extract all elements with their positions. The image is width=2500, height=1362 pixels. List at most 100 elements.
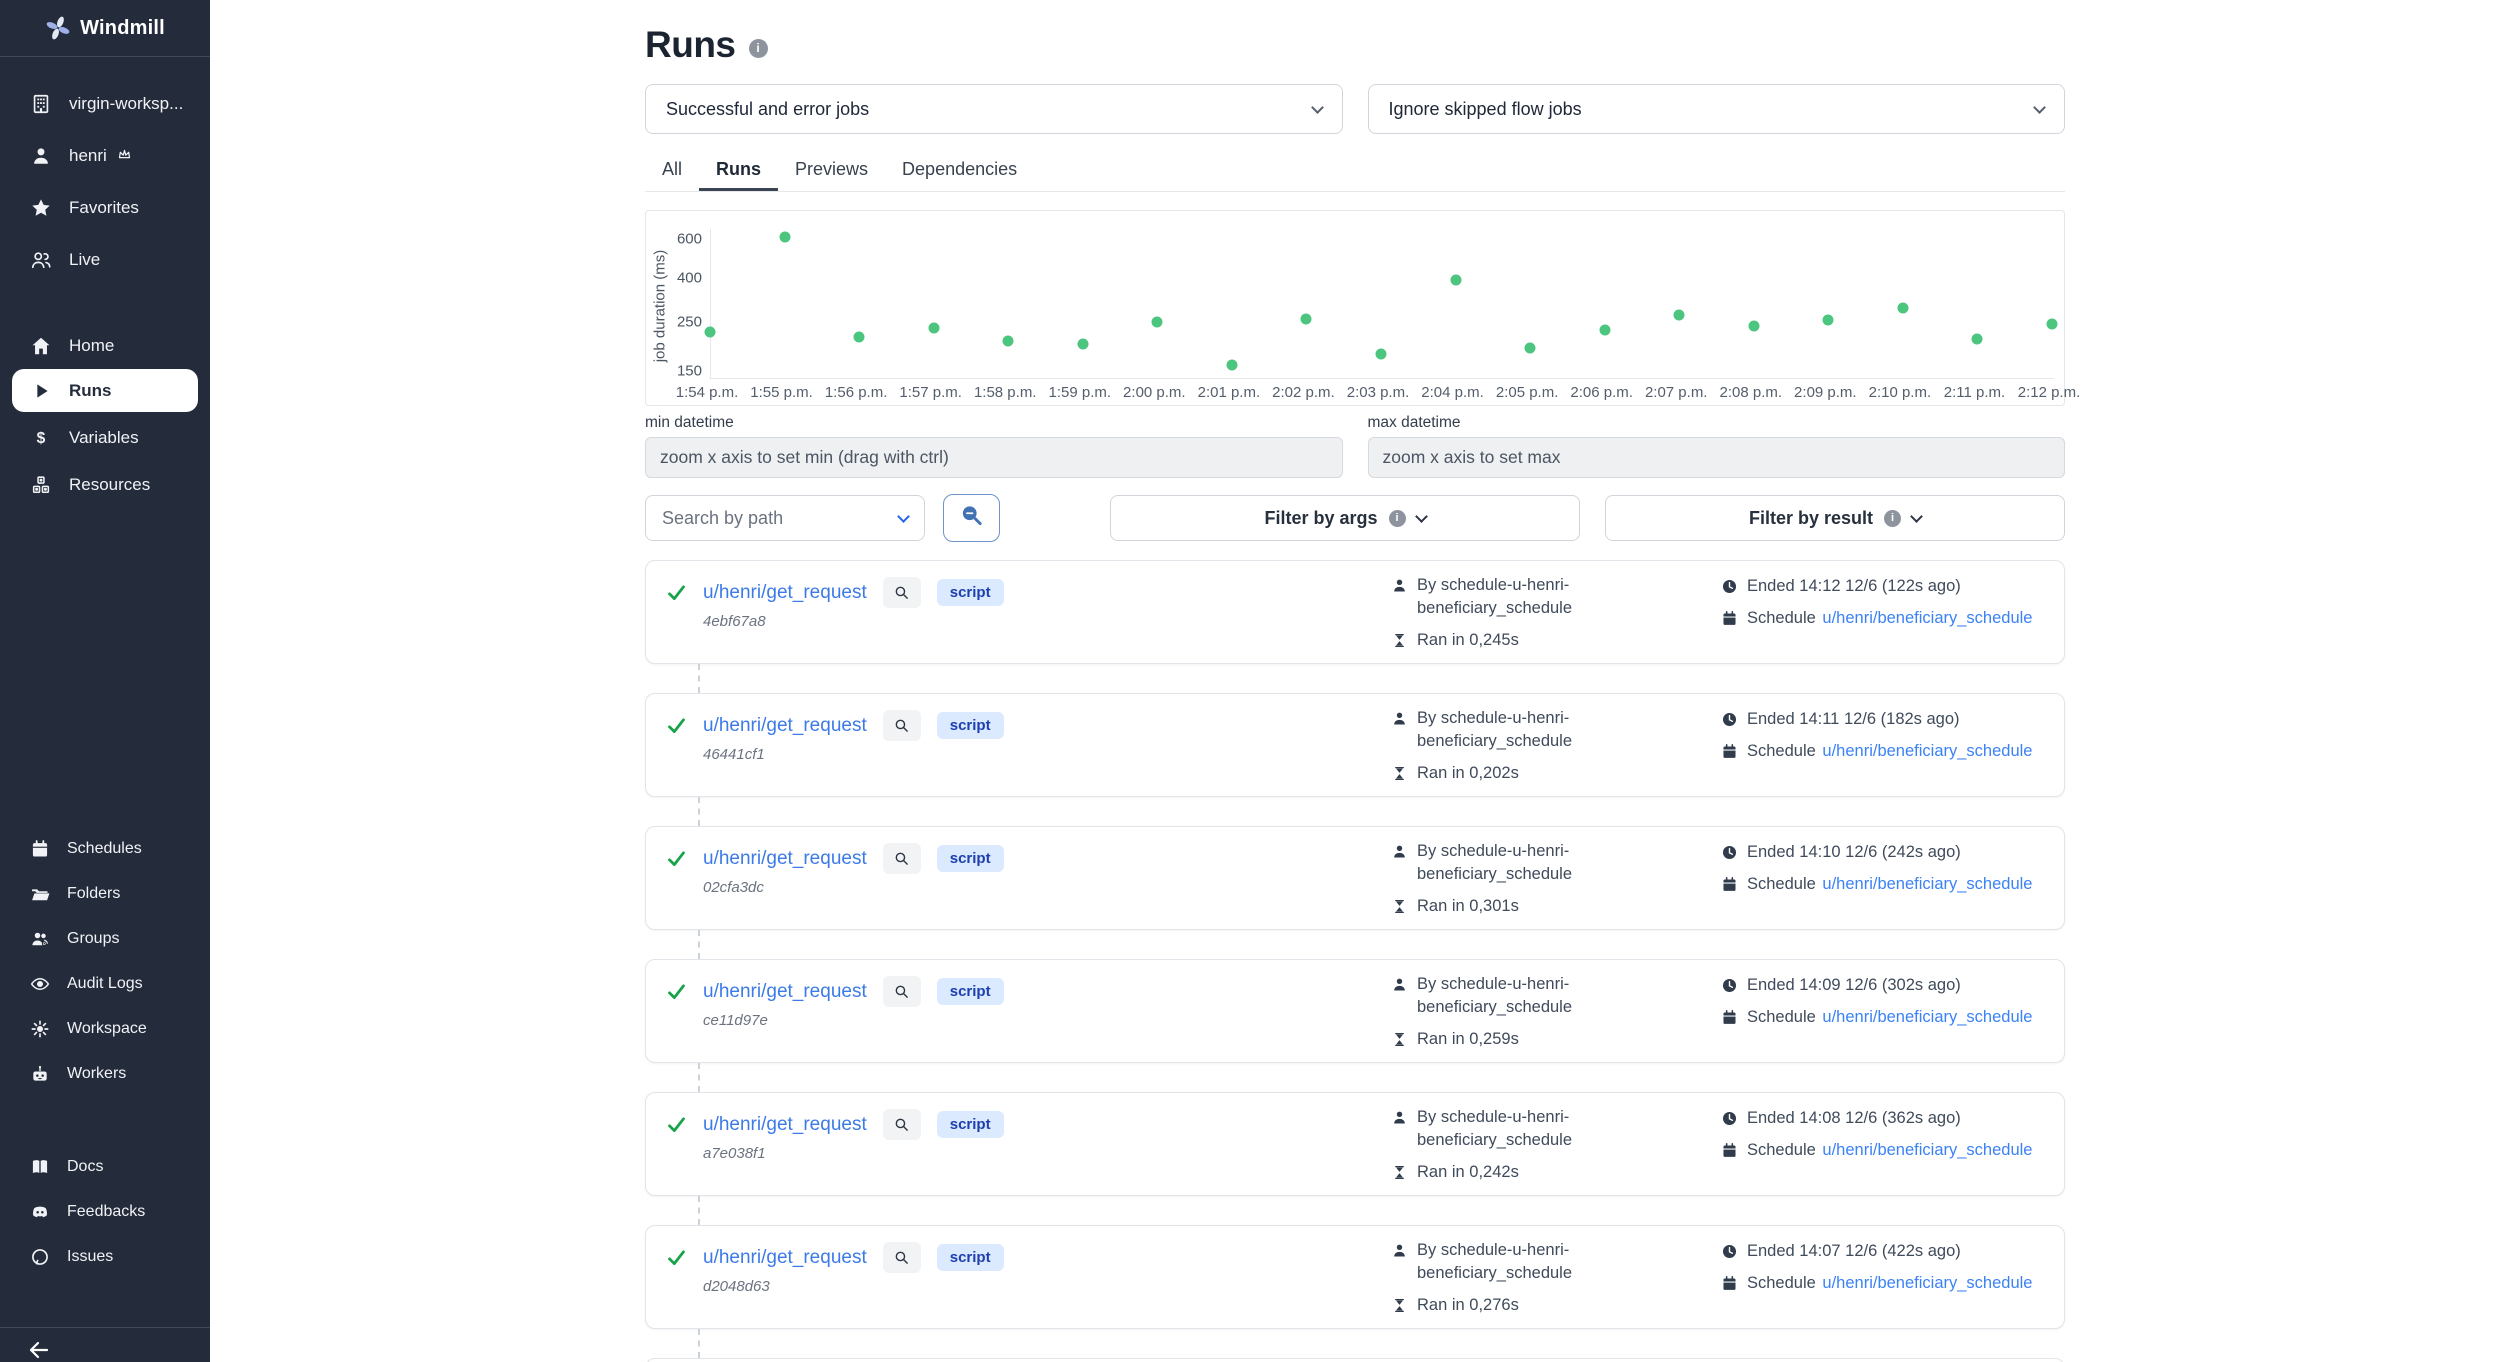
run-row[interactable]: u/henri/get_request script ce11d97e By s… [645, 930, 2065, 1063]
sidebar-item-docs[interactable]: Docs [0, 1144, 210, 1189]
run-row[interactable]: u/henri/get_request script 02cfa3dc By s… [645, 797, 2065, 930]
run-row[interactable]: u/henri/get_request script a7e038f1 By s… [645, 1063, 2065, 1196]
run-duration: Ran in 0,242s [1417, 1163, 1519, 1181]
chart-data-point[interactable] [1822, 314, 1834, 326]
sidebar-item-label: Issues [67, 1247, 114, 1265]
chart-x-tick: 2:06 p.m. [1570, 384, 1633, 401]
chart-data-point[interactable] [779, 231, 791, 243]
filter-by-result-button[interactable]: Filter by result [1605, 495, 2065, 541]
run-preview-button[interactable] [882, 976, 921, 1007]
run-row[interactable]: u/henri/get_request script 46441cf1 By s… [645, 664, 2065, 797]
job-status-select[interactable]: Successful and error jobs [645, 84, 1343, 134]
skipped-jobs-select[interactable]: Ignore skipped flow jobs [1367, 84, 2065, 134]
chart-data-point[interactable] [1673, 309, 1685, 321]
run-path-link[interactable]: u/henri/get_request [703, 847, 867, 869]
run-schedule-link[interactable]: u/henri/beneficiary_schedule [1822, 875, 2033, 893]
svg-text:$: $ [37, 430, 46, 447]
person-icon [1391, 577, 1408, 594]
run-row[interactable]: u/henri/get_request script d2048d63 By s… [645, 1196, 2065, 1329]
app-logo[interactable]: Windmill [0, 0, 210, 57]
sidebar-item-henri[interactable]: henri [0, 130, 210, 182]
chart-data-point[interactable] [1077, 338, 1089, 350]
sidebar-item-resources[interactable]: Resources [0, 461, 210, 508]
run-path-link[interactable]: u/henri/get_request [703, 714, 867, 736]
sidebar-item-live[interactable]: Live [0, 234, 210, 286]
hourglass-icon [1391, 765, 1408, 782]
search-button[interactable] [943, 494, 1000, 542]
tab-dependencies[interactable]: Dependencies [902, 159, 1018, 179]
sidebar-item-schedules[interactable]: Schedules [0, 826, 210, 871]
sidebar-item-groups[interactable]: Groups [0, 916, 210, 961]
chart-data-point[interactable] [1450, 274, 1462, 286]
clock-icon [1721, 578, 1738, 595]
run-schedule-label: Schedule [1747, 609, 1816, 627]
tab-all[interactable]: All [662, 159, 683, 179]
hourglass-icon [1391, 1164, 1408, 1181]
play-icon [30, 380, 52, 402]
chart-data-point[interactable] [928, 322, 940, 334]
sidebar-item-home[interactable]: Home [0, 322, 210, 369]
chart-data-point[interactable] [1226, 359, 1238, 371]
chart-data-point[interactable] [1300, 313, 1312, 325]
run-row[interactable]: u/henri/get_request script 4ebf67a8 By s… [645, 560, 2065, 664]
sidebar-item-variables[interactable]: $ Variables [0, 414, 210, 461]
sidebar-item-workers[interactable]: Workers [0, 1051, 210, 1096]
collapse-sidebar-button[interactable] [26, 1338, 52, 1362]
run-schedule-link[interactable]: u/henri/beneficiary_schedule [1822, 1008, 2033, 1026]
run-schedule-link[interactable]: u/henri/beneficiary_schedule [1822, 609, 2033, 627]
chart-data-point[interactable] [1599, 324, 1611, 336]
sidebar-item-label: Audit Logs [67, 974, 143, 992]
sidebar-item-favorites[interactable]: Favorites [0, 182, 210, 234]
run-schedule-link[interactable]: u/henri/beneficiary_schedule [1822, 1141, 2033, 1159]
run-schedule-label: Schedule [1747, 1274, 1816, 1292]
duration-chart[interactable]: job duration (ms) 600 400 250 150 1:54 p.m. 1… [645, 210, 2080, 406]
sidebar-item-issues[interactable]: Issues [0, 1234, 210, 1279]
chart-y-tick: 400 [676, 269, 702, 287]
run-path-link[interactable]: u/henri/get_request [703, 980, 867, 1002]
runs-list: u/henri/get_request script 4ebf67a8 By s… [645, 560, 2065, 1362]
run-path-link[interactable]: u/henri/get_request [703, 581, 867, 603]
run-kind-badge: script [936, 845, 1004, 872]
chart-data-point[interactable] [1002, 335, 1014, 347]
run-path-link[interactable]: u/henri/get_request [703, 1246, 867, 1268]
chart-data-point[interactable] [1971, 333, 1983, 345]
run-row[interactable]: u/henri/get_request script By schedule-u… [645, 1329, 2065, 1362]
chart-data-point[interactable] [1897, 302, 1909, 314]
calendar-icon [1721, 876, 1738, 893]
chart-data-point[interactable] [1748, 320, 1760, 332]
run-preview-button[interactable] [882, 1109, 921, 1140]
sidebar-item-workspace[interactable]: Workspace [0, 1006, 210, 1051]
run-schedule-link[interactable]: u/henri/beneficiary_schedule [1822, 1274, 2033, 1292]
run-preview-button[interactable] [882, 577, 921, 608]
filter-by-args-button[interactable]: Filter by args [1110, 495, 1580, 541]
max-datetime-input[interactable] [1367, 437, 2065, 478]
run-preview-button[interactable] [882, 843, 921, 874]
building-icon [30, 93, 52, 115]
sidebar-item-audit-logs[interactable]: Audit Logs [0, 961, 210, 1006]
chart-data-point[interactable] [853, 331, 865, 343]
run-preview-button[interactable] [882, 1242, 921, 1273]
chart-x-tick: 2:07 p.m. [1644, 384, 1708, 401]
chart-data-point[interactable] [1524, 342, 1536, 354]
runs-info-icon[interactable] [748, 38, 768, 58]
chart-data-point[interactable] [2046, 318, 2058, 330]
min-datetime-input[interactable] [645, 437, 1343, 478]
success-check-icon [666, 582, 687, 603]
run-preview-button[interactable] [882, 710, 921, 741]
run-kind-badge: script [936, 1111, 1004, 1138]
run-schedule-link[interactable]: u/henri/beneficiary_schedule [1822, 742, 2033, 760]
run-path-link[interactable]: u/henri/get_request [703, 1113, 867, 1135]
sidebar-item-feedbacks[interactable]: Feedbacks [0, 1189, 210, 1234]
tab-runs[interactable]: Runs [699, 150, 778, 191]
sidebar-item-folders[interactable]: Folders [0, 871, 210, 916]
chart-y-tick: 600 [676, 230, 702, 248]
chart-data-point[interactable] [1375, 348, 1387, 360]
tab-previews[interactable]: Previews [795, 159, 869, 179]
chart-data-point[interactable] [1151, 316, 1163, 328]
chart-y-axis-line [710, 229, 711, 378]
sidebar-item-runs[interactable]: Runs [12, 369, 198, 412]
chart-x-tick: 2:04 p.m. [1421, 384, 1484, 401]
chart-data-point[interactable] [704, 326, 716, 338]
search-by-path-select[interactable]: Search by path [645, 495, 925, 541]
sidebar-item-virgin-worksp[interactable]: virgin-worksp... [0, 78, 210, 130]
